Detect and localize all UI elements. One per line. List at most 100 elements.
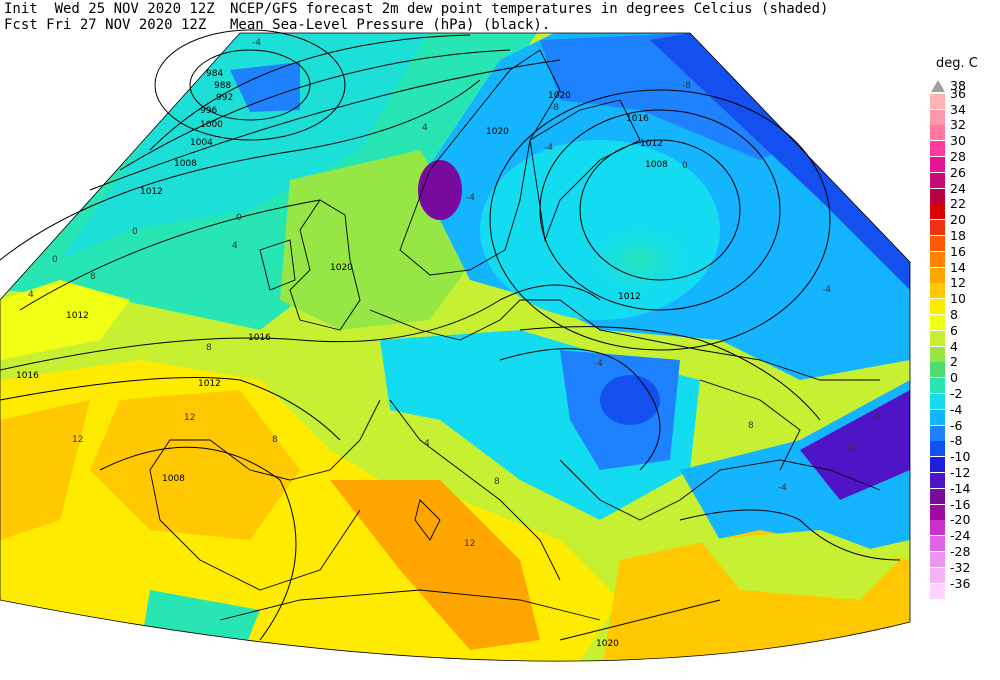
- legend-row: 38: [928, 78, 1000, 93]
- isobar-label: 1012: [66, 311, 89, 321]
- legend-swatch: [930, 520, 945, 536]
- legend-overflow-triangle: [931, 80, 945, 92]
- legend-row: -10: [928, 449, 1000, 473]
- isobar-label-group: 984 988 992 996 1000 1004 1008 1012 1020…: [16, 69, 668, 649]
- isobar-label: 1004: [190, 138, 213, 148]
- legend-swatch: [930, 204, 945, 220]
- legend-label: 8: [950, 307, 958, 322]
- legend-label: 16: [950, 243, 966, 259]
- dewpoint-label: -4: [822, 285, 831, 295]
- dewpoint-label: 0: [132, 227, 138, 237]
- dewpoint-map: 984 988 992 996 1000 1004 1008 1012 1020…: [0, 29, 911, 662]
- legend-swatch: [930, 536, 945, 552]
- legend-row: 14: [928, 260, 1000, 283]
- legend-row: -20: [928, 512, 1000, 536]
- dewpoint-label: 12: [72, 435, 83, 445]
- dewpoint-label: -4: [252, 38, 261, 48]
- legend-label: -8: [950, 433, 963, 449]
- legend-label: -6: [950, 417, 963, 433]
- isobars: [0, 29, 901, 641]
- dewpoint-label: 0: [236, 213, 242, 223]
- legend-swatch: [930, 362, 945, 378]
- legend-swatch: [930, 299, 945, 315]
- legend-swatch: [930, 378, 945, 394]
- legend-row: 22: [928, 196, 1000, 220]
- legend-label: 34: [950, 101, 966, 117]
- dewpoint-label: 8: [494, 477, 500, 487]
- legend-label: 38: [950, 78, 966, 93]
- legend-label: 6: [950, 322, 958, 338]
- legend-row: 34: [928, 102, 1000, 125]
- isobar-label: 1012: [140, 187, 163, 197]
- dewpoint-label: -4: [594, 359, 603, 369]
- legend-label: 36: [950, 85, 966, 101]
- legend-label: 22: [950, 196, 966, 212]
- dewpoint-label: 4: [28, 290, 34, 300]
- legend-swatch: [930, 488, 945, 504]
- legend-row: 36: [928, 86, 1000, 109]
- legend-label: 4: [950, 338, 958, 354]
- legend-swatch: [930, 457, 945, 473]
- legend-row: -36: [928, 576, 1000, 599]
- legend-row: 20: [928, 212, 1000, 236]
- legend-row: -12: [928, 465, 1000, 488]
- legend-swatch: [930, 567, 945, 583]
- map-frame: [0, 32, 911, 662]
- dewpoint-label: 8: [90, 272, 96, 282]
- legend-row: 8: [928, 307, 1000, 330]
- isobar-label: 1020: [596, 639, 619, 649]
- dewpoint-label-group: -4 -4 -8 -8 -4 0 0 4 4 0 8 4 8 12 12 8 1…: [28, 38, 881, 549]
- legend-label: -12: [950, 465, 971, 480]
- legend-swatch: [930, 236, 945, 251]
- legend-swatch: [930, 125, 945, 141]
- isobar-label: 1016: [626, 114, 649, 124]
- legend-swatch: [930, 283, 945, 299]
- isobar-label: 1008: [162, 474, 185, 484]
- legend-label: 10: [950, 291, 966, 307]
- legend-label: -24: [950, 528, 971, 544]
- legend-swatch: [930, 552, 945, 567]
- legend-label: 12: [950, 275, 966, 291]
- dewpoint-label: -4: [544, 143, 553, 153]
- legend-swatch: [930, 267, 945, 283]
- legend-label: 20: [950, 212, 966, 228]
- legend-swatch: [930, 109, 945, 125]
- title-line-1: NCEP/GFS forecast 2m dew point temperatu…: [230, 1, 829, 17]
- dewpoint-label: 12: [184, 413, 195, 423]
- legend-swatch: [930, 504, 945, 520]
- dewpoint-label: 8: [272, 435, 278, 445]
- legend-label: -10: [950, 449, 971, 465]
- legend-row: 0: [928, 370, 1000, 394]
- legend-row: 4: [928, 339, 1000, 362]
- legend-row: 28: [928, 149, 1000, 172]
- isobar-label: 992: [216, 93, 233, 103]
- isobar-label: 996: [200, 106, 217, 116]
- dewpoint-label: -4: [778, 483, 787, 493]
- legend-label: 32: [950, 117, 966, 133]
- dewpoint-label: 4: [424, 439, 430, 449]
- legend-label: -2: [950, 386, 963, 401]
- shaded-field: [0, 33, 910, 662]
- legend-row: -24: [928, 528, 1000, 552]
- legend-row: -28: [928, 544, 1000, 567]
- legend-swatch: [930, 425, 945, 441]
- fcst-line: Fcst Fri 27 NOV 2020 12Z: [4, 17, 207, 33]
- isobar-label: 1012: [640, 139, 663, 149]
- isobar-label: 984: [206, 69, 223, 79]
- isobar-label: 1000: [200, 120, 223, 130]
- isobar-label: 1020: [330, 263, 353, 273]
- coastlines: [149, 49, 881, 621]
- legend-title: deg. C: [936, 56, 978, 71]
- legend-swatch: [930, 583, 945, 599]
- legend-swatch: [930, 394, 945, 409]
- legend-label: 28: [950, 149, 966, 164]
- legend-row: 26: [928, 165, 1000, 188]
- legend-label: -4: [950, 401, 963, 417]
- legend-row: 18: [928, 228, 1000, 251]
- legend-row: 16: [928, 244, 1000, 267]
- dewpoint-label: -4: [466, 193, 475, 203]
- dewpoint-label: -8: [682, 81, 691, 91]
- legend-swatch: [930, 141, 945, 157]
- legend-swatch: [930, 346, 945, 362]
- dewpoint-label: 8: [206, 343, 212, 353]
